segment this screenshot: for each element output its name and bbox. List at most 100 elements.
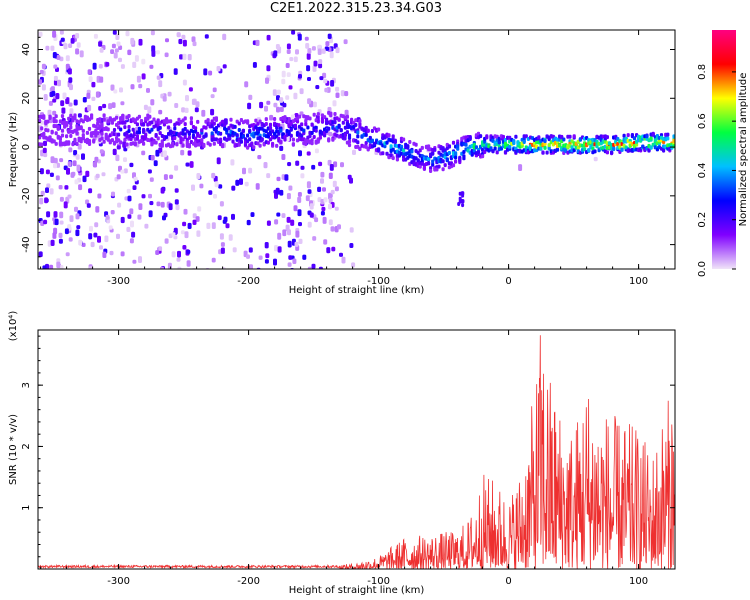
noise-blob — [43, 219, 48, 225]
ridge-cell — [137, 130, 141, 135]
ridge-cell — [181, 143, 185, 148]
noise-blob — [287, 262, 292, 267]
noise-blob — [108, 225, 113, 230]
noise-blob — [298, 74, 302, 79]
noise-blob — [111, 191, 115, 197]
ridge-cell — [429, 169, 433, 173]
ridge-cell — [481, 154, 485, 159]
noise-blob — [160, 201, 165, 208]
noise-blob — [46, 211, 51, 218]
noise-blob — [307, 98, 312, 105]
ridge-cell — [308, 134, 312, 139]
noise-blob — [136, 75, 141, 83]
y-tick-label: 40 — [21, 43, 32, 56]
ridge-cell — [208, 142, 212, 147]
noise-blob — [246, 254, 250, 259]
noise-blob — [306, 65, 311, 72]
noise-blob — [276, 106, 280, 113]
noise-blob — [91, 96, 96, 101]
noise-blob — [120, 64, 125, 69]
noise-blob — [168, 203, 173, 211]
noise-blob — [52, 232, 57, 239]
ridge-cell — [314, 128, 318, 133]
noise-blob — [94, 156, 99, 162]
dip-cell — [461, 203, 465, 208]
ridge-cell — [71, 142, 75, 147]
ridge-cell — [431, 159, 435, 164]
ridge-cell — [142, 141, 146, 146]
noise-blob — [325, 46, 330, 51]
noise-blob — [309, 203, 314, 210]
ridge-cell — [289, 133, 293, 138]
noise-blob — [292, 258, 297, 265]
noise-blob — [76, 42, 81, 48]
noise-blob — [191, 184, 195, 191]
noise-blob — [162, 215, 166, 221]
noise-blob — [294, 241, 299, 247]
noise-blob — [285, 63, 290, 69]
ridge-cell — [241, 128, 245, 133]
ridge-cell — [412, 158, 416, 163]
ridge-cell — [254, 125, 258, 130]
noise-blob — [266, 65, 271, 72]
noise-blob — [77, 143, 82, 150]
bottom-plot-frame — [37, 329, 676, 570]
noise-blob — [38, 79, 43, 85]
noise-blob — [274, 219, 279, 225]
ridge-cell — [127, 125, 131, 129]
noise-blob — [299, 88, 304, 95]
ridge-cell — [514, 134, 518, 139]
noise-blob — [297, 33, 302, 41]
ridge-cell — [183, 116, 187, 121]
ridge-cell — [69, 121, 73, 126]
noise-blob — [62, 92, 67, 100]
ridge-cell — [454, 151, 458, 156]
ridge-cell — [672, 138, 675, 143]
ridge-cell — [200, 128, 204, 133]
noise-blob — [307, 189, 312, 194]
noise-blob — [249, 264, 253, 269]
ridge-cell — [437, 164, 441, 169]
ridge-cell — [431, 151, 435, 156]
ridge-cell — [539, 146, 543, 151]
ridge-cell — [102, 117, 106, 122]
ridge-cell — [331, 137, 335, 142]
noise-blob — [59, 211, 64, 219]
noise-blob — [111, 43, 116, 49]
ridge-cell — [54, 114, 58, 119]
noise-blob — [163, 174, 168, 181]
noise-blob — [56, 261, 61, 269]
noise-blob — [130, 37, 135, 45]
ridge-cell — [250, 141, 254, 146]
noise-blob — [149, 64, 154, 69]
noise-blob — [180, 149, 185, 156]
noise-blob — [89, 225, 93, 232]
noise-blob — [68, 77, 73, 83]
ridge-cell — [316, 112, 320, 117]
ridge-cell — [393, 140, 397, 144]
dip-cell — [461, 199, 465, 204]
noise-blob — [331, 246, 336, 252]
noise-blob — [66, 167, 70, 175]
noise-blob — [220, 247, 225, 254]
noise-blob — [164, 238, 169, 244]
ridge-cell — [60, 114, 65, 119]
ridge-cell — [406, 144, 410, 149]
ridge-cell — [241, 134, 245, 139]
ridge-cell — [304, 122, 308, 127]
ridge-cell — [474, 145, 478, 150]
noise-blob — [141, 194, 146, 199]
ridge-cell — [464, 142, 468, 147]
noise-blob — [60, 100, 65, 107]
noise-blob — [219, 201, 224, 207]
y-tick-label: 20 — [21, 92, 32, 105]
ridge-cell — [54, 141, 58, 146]
noise-blob — [291, 30, 296, 35]
noise-blob — [116, 41, 121, 47]
ridge-cell — [252, 134, 256, 139]
ridge-cell — [148, 114, 152, 119]
ridge-cell — [137, 114, 141, 119]
ridge-cell — [343, 133, 347, 138]
ridge-cell — [591, 146, 595, 151]
noise-blob — [42, 147, 47, 154]
